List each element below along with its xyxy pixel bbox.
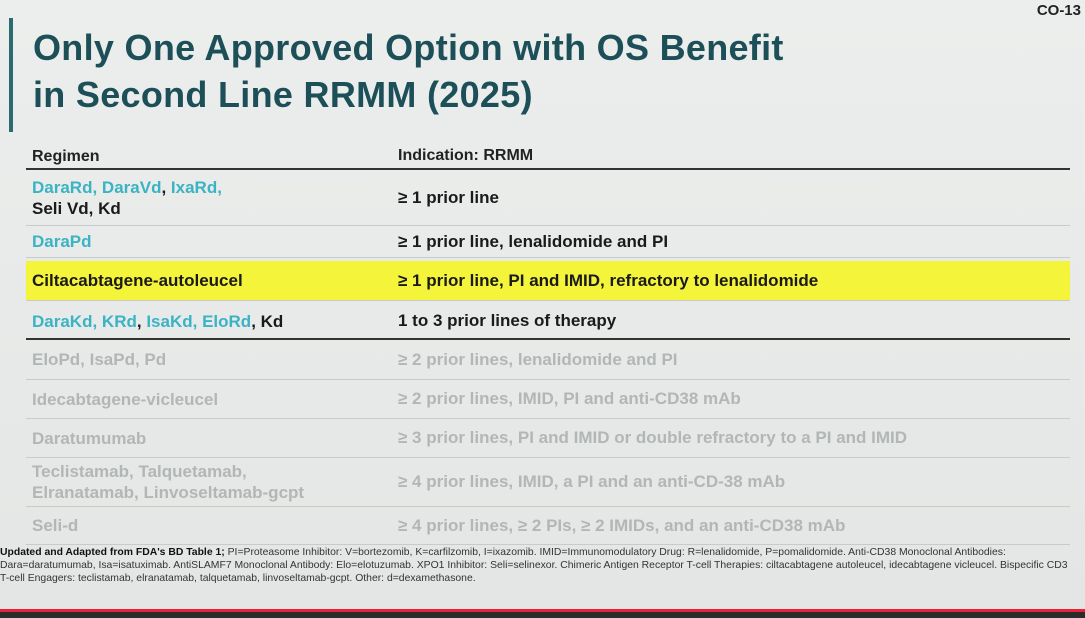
regimen-line: DaraPd (32, 231, 398, 252)
indication-cell: ≥ 1 prior line (398, 187, 499, 207)
regimen-text: IxaRd, (170, 177, 222, 197)
regimen-text: Elranatamab, Linvoseltamab-gcpt (32, 483, 305, 502)
title: Only One Approved Option with OS Benefit… (33, 24, 784, 118)
regimen-text: EloPd, IsaPd, Pd (32, 350, 167, 369)
regimen-line: DaraRd, DaraVd, IxaRd, (32, 177, 398, 198)
regimen-cell: EloPd, IsaPd, Pd (26, 349, 398, 370)
regimen-line: Teclistamab, Talquetamab, (32, 461, 398, 482)
regimen-cell: Ciltacabtagene-autoleucel (26, 270, 398, 291)
regimen-text: , Kd (251, 311, 284, 331)
regimen-cell: DaraKd, KRd, IsaKd, EloRd, Kd (26, 311, 398, 332)
table-row: Daratumumab ≥ 3 prior lines, PI and IMID … (26, 419, 1070, 458)
regimen-text: Daratumumab (32, 428, 147, 448)
indication-cell: ≥ 3 prior lines, PI and IMID or double r… (398, 428, 908, 447)
indication-cell: ≥ 4 prior lines, ≥ 2 PIs, ≥ 2 IMIDs, and… (398, 515, 846, 535)
regimen-text: , (136, 311, 147, 331)
regimen-cell: DaraRd, DaraVd, IxaRd, Seli Vd, Kd (26, 177, 398, 219)
regimen-cell: DaraPd (26, 231, 398, 252)
header-cell: Regimen (32, 147, 100, 165)
indication-cell: ≥ 1 prior line, lenalidomide and PI (398, 231, 669, 251)
regimen-text: IsaKd (146, 311, 193, 331)
table-row: Seli-d ≥ 4 prior lines, ≥ 2 PIs, ≥ 2 IMID… (26, 507, 1070, 545)
regimen-text: , (92, 311, 102, 331)
slide-id: CO-13 (1036, 2, 1081, 19)
table-row: DaraPd ≥ 1 prior line, lenalidomide and P… (26, 226, 1070, 258)
header-cell: Indication: RRMM (398, 147, 534, 164)
table-row: Teclistamab, Talquetamab, Elranatamab, Li… (26, 458, 1070, 507)
table-row: Idecabtagene-vicleucel ≥ 2 prior lines, I… (26, 380, 1070, 419)
accent-bar (9, 18, 13, 132)
regimen-text: Teclistamab, Talquetamab, (32, 462, 247, 481)
indication-cell: ≥ 2 prior lines, IMID, PI and anti-CD38 … (398, 389, 741, 408)
footnote-text: PI=Proteasome Inhibitor: V=bortezomib, K… (0, 547, 1068, 584)
regimen-text: DaraRd (32, 177, 93, 197)
table-row: DaraRd, DaraVd, IxaRd, Seli Vd, Kd ≥ 1 pri… (26, 170, 1070, 226)
regimen-line: EloPd, IsaPd, Pd (32, 349, 398, 370)
regimen-line: Seli-d (32, 515, 398, 536)
regimen-line: DaraKd, KRd, IsaKd, EloRd, Kd (32, 311, 398, 332)
red-line (0, 609, 1085, 612)
regimen-text: Ciltacabtagene-autoleucel (32, 271, 243, 290)
indication-cell: ≥ 1 prior line, PI and IMID, refractory … (398, 270, 819, 290)
regimen-line: Seli Vd, Kd (32, 198, 398, 219)
table-row: EloPd, IsaPd, Pd ≥ 2 prior lines, lenalid… (26, 340, 1070, 380)
indication-cell: ≥ 4 prior lines, IMID, a PI and an anti-… (398, 472, 786, 491)
regimen-text: Seli-d (32, 516, 79, 535)
regimen-text: , (92, 177, 102, 197)
regimen-cell: Seli-d (26, 515, 398, 536)
regimen-cell: Teclistamab, Talquetamab, Elranatamab, Li… (26, 461, 398, 503)
footnote: Updated and Adapted from FDA's BD Table … (0, 546, 1070, 585)
indication-cell: ≥ 2 prior lines, lenalidomide and PI (398, 349, 678, 369)
title-line: in Second Line RRMM (2025) (33, 74, 533, 115)
regimen-line: Idecabtagene-vicleucel (32, 389, 398, 410)
regimen-line: Daratumumab (32, 428, 398, 449)
title-line: Only One Approved Option with OS Benefit (33, 27, 784, 68)
bottom-bar (0, 612, 1085, 618)
table: Regimen Indication: RRMM DaraRd, DaraVd,… (26, 144, 1070, 545)
regimen-text: Idecabtagene-vicleucel (32, 389, 219, 409)
footnote-source: Updated and Adapted from FDA's BD Table … (0, 547, 225, 558)
regimen-text: , (192, 311, 203, 331)
regimen-line: Elranatamab, Linvoseltamab-gcpt (32, 482, 398, 503)
table-row: DaraKd, KRd, IsaKd, EloRd, Kd 1 to 3 prio… (26, 304, 1070, 340)
regimen-text: DaraKd (32, 311, 93, 331)
regimen-line: Ciltacabtagene-autoleucel (32, 270, 398, 291)
regimen-text: Seli Vd, Kd (32, 198, 121, 218)
regimen-text: DaraVd (101, 177, 162, 197)
regimen-text: EloRd (202, 311, 252, 331)
regimen-cell: Idecabtagene-vicleucel (26, 389, 398, 410)
regimen-text: DaraPd (32, 232, 92, 251)
regimen-text: , (161, 177, 171, 197)
table-row: Ciltacabtagene-autoleucel ≥ 1 prior line,… (26, 261, 1070, 301)
regimen-text: KRd (101, 311, 137, 331)
regimen-cell: Daratumumab (26, 428, 398, 449)
table-header: Regimen Indication: RRMM (26, 144, 1070, 170)
indication-cell: 1 to 3 prior lines of therapy (398, 311, 617, 330)
